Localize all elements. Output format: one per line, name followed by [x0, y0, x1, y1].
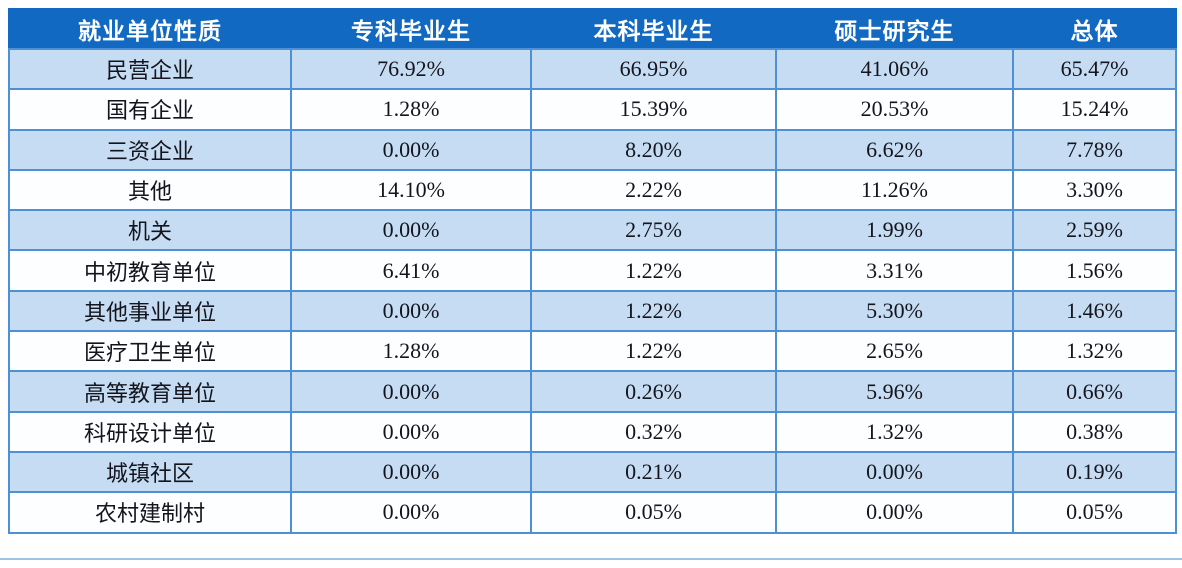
value-cell: 15.39%: [530, 88, 777, 131]
value-cell: 5.30%: [775, 289, 1014, 333]
value-cell: 0.00%: [775, 450, 1014, 494]
value-cell: 6.41%: [290, 249, 532, 292]
row-label: 机关: [8, 209, 292, 252]
value-cell: 11.26%: [775, 168, 1014, 212]
value-cell: 0.19%: [1012, 450, 1177, 494]
value-cell: 1.32%: [1012, 330, 1177, 373]
value-cell: 0.32%: [530, 410, 777, 453]
value-cell: 6.62%: [775, 128, 1014, 171]
value-cell: 20.53%: [775, 88, 1014, 131]
value-cell: 2.75%: [530, 209, 777, 252]
table-row: 国有企业 1.28% 15.39% 20.53% 15.24%: [8, 88, 1177, 131]
row-label: 农村建制村: [8, 491, 292, 534]
table-row: 高等教育单位 0.00% 0.26% 5.96% 0.66%: [8, 370, 1177, 413]
value-cell: 0.00%: [290, 209, 532, 252]
value-cell: 3.31%: [775, 249, 1014, 292]
value-cell: 1.28%: [290, 88, 532, 131]
row-label: 民营企业: [8, 47, 292, 91]
column-header-3: 硕士研究生: [775, 8, 1014, 50]
table-row: 其他事业单位 0.00% 1.22% 5.30% 1.46%: [8, 289, 1177, 333]
value-cell: 1.32%: [775, 410, 1014, 453]
value-cell: 0.26%: [530, 370, 777, 413]
row-label: 中初教育单位: [8, 249, 292, 292]
value-cell: 15.24%: [1012, 88, 1177, 131]
value-cell: 1.22%: [530, 289, 777, 333]
value-cell: 1.28%: [290, 330, 532, 373]
column-header-4: 总体: [1012, 8, 1177, 50]
value-cell: 0.00%: [290, 450, 532, 494]
table-row: 中初教育单位 6.41% 1.22% 3.31% 1.56%: [8, 249, 1177, 292]
row-label: 医疗卫生单位: [8, 330, 292, 373]
value-cell: 1.56%: [1012, 249, 1177, 292]
value-cell: 2.59%: [1012, 209, 1177, 252]
employment-unit-nature-table: 就业单位性质 专科毕业生 本科毕业生 硕士研究生 总体 民营企业 76.92% 66.95%…: [8, 8, 1177, 534]
value-cell: 2.65%: [775, 330, 1014, 373]
table-row: 城镇社区 0.00% 0.21% 0.00% 0.19%: [8, 450, 1177, 494]
value-cell: 0.00%: [290, 410, 532, 453]
value-cell: 2.22%: [530, 168, 777, 212]
row-label: 其他事业单位: [8, 289, 292, 333]
value-cell: 0.00%: [290, 128, 532, 171]
column-header-0: 就业单位性质: [8, 8, 292, 50]
value-cell: 0.05%: [1012, 491, 1177, 534]
value-cell: 0.00%: [290, 491, 532, 534]
value-cell: 5.96%: [775, 370, 1014, 413]
table-row: 农村建制村 0.00% 0.05% 0.00% 0.05%: [8, 491, 1177, 534]
value-cell: 0.21%: [530, 450, 777, 494]
column-header-2: 本科毕业生: [530, 8, 777, 50]
value-cell: 14.10%: [290, 168, 532, 212]
value-cell: 0.38%: [1012, 410, 1177, 453]
value-cell: 0.00%: [290, 370, 532, 413]
value-cell: 0.05%: [530, 491, 777, 534]
table-row: 民营企业 76.92% 66.95% 41.06% 65.47%: [8, 47, 1177, 91]
row-label: 科研设计单位: [8, 410, 292, 453]
value-cell: 7.78%: [1012, 128, 1177, 171]
row-label: 高等教育单位: [8, 370, 292, 413]
table-header-row: 就业单位性质 专科毕业生 本科毕业生 硕士研究生 总体: [8, 8, 1177, 50]
column-header-1: 专科毕业生: [290, 8, 532, 50]
value-cell: 41.06%: [775, 47, 1014, 91]
value-cell: 66.95%: [530, 47, 777, 91]
row-label: 其他: [8, 168, 292, 212]
table-row: 科研设计单位 0.00% 0.32% 1.32% 0.38%: [8, 410, 1177, 453]
table-row: 其他 14.10% 2.22% 11.26% 3.30%: [8, 168, 1177, 212]
table-row: 三资企业 0.00% 8.20% 6.62% 7.78%: [8, 128, 1177, 171]
value-cell: 1.22%: [530, 330, 777, 373]
value-cell: 65.47%: [1012, 47, 1177, 91]
row-label: 国有企业: [8, 88, 292, 131]
value-cell: 3.30%: [1012, 168, 1177, 212]
value-cell: 0.00%: [775, 491, 1014, 534]
bottom-divider: [0, 558, 1182, 560]
value-cell: 1.22%: [530, 249, 777, 292]
value-cell: 8.20%: [530, 128, 777, 171]
table-row: 医疗卫生单位 1.28% 1.22% 2.65% 1.32%: [8, 330, 1177, 373]
row-label: 城镇社区: [8, 450, 292, 494]
value-cell: 1.46%: [1012, 289, 1177, 333]
row-label: 三资企业: [8, 128, 292, 171]
value-cell: 0.00%: [290, 289, 532, 333]
value-cell: 0.66%: [1012, 370, 1177, 413]
value-cell: 1.99%: [775, 209, 1014, 252]
value-cell: 76.92%: [290, 47, 532, 91]
table-row: 机关 0.00% 2.75% 1.99% 2.59%: [8, 209, 1177, 252]
